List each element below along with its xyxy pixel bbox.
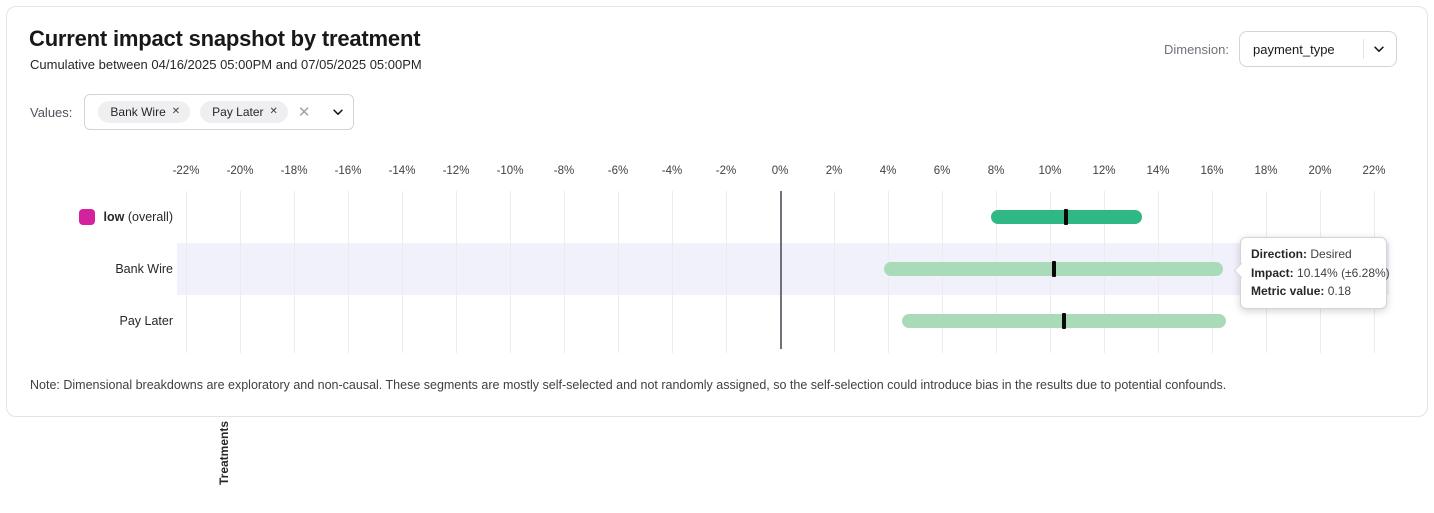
- impact-snapshot-card: Current impact snapshot by treatment Cum…: [6, 6, 1428, 485]
- clear-values-icon[interactable]: ✕: [297, 103, 311, 121]
- gridline: [618, 191, 619, 353]
- impact-center-tick: [1061, 313, 1066, 329]
- impact-chart-plot: Treatments: [177, 191, 1396, 485]
- tooltip-metric-value: Metric value: 0.18: [1251, 284, 1352, 298]
- zero-baseline: [780, 191, 782, 349]
- x-axis-tick-label: 2%: [825, 165, 843, 177]
- gridline: [672, 191, 673, 353]
- dimension-control: Dimension: payment_type: [1164, 31, 1397, 67]
- gridline: [240, 191, 241, 353]
- treatment-row-labels: low (overall) Bank Wire Pay Later: [27, 191, 173, 347]
- x-axis-tick-label: 10%: [1038, 165, 1062, 177]
- gridline: [834, 191, 835, 353]
- gridline: [510, 191, 511, 353]
- remove-chip-icon[interactable]: ✕: [269, 106, 278, 117]
- impact-center-tick: [1051, 261, 1056, 277]
- x-axis-tick-label: 16%: [1200, 165, 1224, 177]
- treatment-name: Bank Wire: [115, 262, 173, 276]
- gridline: [402, 191, 403, 353]
- tooltip-direction: Direction: Desired: [1251, 247, 1352, 261]
- treatment-name: Pay Later: [119, 314, 173, 328]
- x-axis-labels: -22% -20% -18% -16% -14% -12% -10% -8% -6% -4% -2%…: [173, 165, 1396, 183]
- treatment-name: low (overall): [103, 210, 173, 224]
- dimension-select[interactable]: payment_type: [1239, 31, 1397, 67]
- x-axis-tick-label: -4%: [661, 165, 683, 177]
- gridline: [348, 191, 349, 353]
- chevron-down-icon: [1372, 42, 1386, 56]
- gridline: [456, 191, 457, 353]
- values-multiselect[interactable]: Bank Wire ✕ Pay Later ✕ ✕: [84, 94, 355, 130]
- y-axis-title: Treatments: [217, 420, 231, 486]
- treatment-row-label: low (overall): [27, 191, 173, 243]
- x-axis-tick-label: -10%: [496, 165, 524, 177]
- values-filter: Values: Bank Wire ✕ Pay Later ✕ ✕: [30, 94, 355, 130]
- note-text: Note: Dimensional breakdowns are explora…: [30, 378, 1227, 392]
- x-axis-tick-label: -2%: [715, 165, 737, 177]
- date-range-subtitle: Cumulative between 04/16/2025 05:00PM an…: [30, 57, 422, 72]
- legend-swatch: [78, 209, 95, 225]
- x-axis-tick-label: 22%: [1362, 165, 1386, 177]
- select-divider: [1363, 39, 1364, 59]
- dimension-select-value: payment_type: [1253, 41, 1335, 57]
- page-title: Current impact snapshot by treatment: [29, 26, 421, 51]
- value-chip[interactable]: Pay Later ✕: [200, 101, 288, 123]
- remove-chip-icon[interactable]: ✕: [171, 106, 181, 117]
- x-axis-tick-label: -20%: [226, 165, 254, 177]
- x-axis-tick-label: -8%: [553, 165, 575, 177]
- x-axis-tick-label: -14%: [388, 165, 416, 177]
- x-axis-tick-label: 18%: [1254, 165, 1278, 177]
- chevron-down-icon[interactable]: [331, 105, 345, 119]
- x-axis-tick-label: 20%: [1308, 165, 1332, 177]
- gridline: [186, 191, 187, 353]
- gridline: [294, 191, 295, 353]
- x-axis-tick-label: 6%: [933, 165, 951, 177]
- value-chip-label: Pay Later: [212, 105, 264, 119]
- value-chip-label: Bank Wire: [110, 105, 166, 119]
- x-axis-tick-label: -22%: [172, 165, 200, 177]
- dimension-label: Dimension:: [1163, 41, 1229, 57]
- x-axis-tick-label: -16%: [334, 165, 362, 177]
- x-axis-tick-label: -6%: [607, 165, 629, 177]
- gridline: [564, 191, 565, 353]
- tooltip-impact: Impact: 10.14% (±6.28%): [1251, 265, 1390, 280]
- value-chip[interactable]: Bank Wire ✕: [98, 101, 191, 123]
- x-axis-tick-label: 12%: [1092, 165, 1116, 177]
- x-axis-tick-label: -18%: [280, 165, 308, 177]
- treatment-row-label: Pay Later: [27, 295, 173, 347]
- gridline: [726, 191, 727, 353]
- x-axis-tick-label: -12%: [442, 165, 470, 177]
- values-label: Values:: [30, 104, 73, 120]
- treatment-row-label: Bank Wire: [27, 243, 173, 295]
- x-axis-tick-label: 8%: [987, 165, 1005, 177]
- x-axis-tick-label: 14%: [1146, 165, 1170, 177]
- tooltip: Direction: Desired Impact: 10.14% (±6.28…: [1240, 237, 1390, 309]
- x-axis-tick-label: 0%: [771, 165, 789, 177]
- impact-center-tick: [1064, 209, 1069, 225]
- x-axis-tick-label: 4%: [879, 165, 897, 177]
